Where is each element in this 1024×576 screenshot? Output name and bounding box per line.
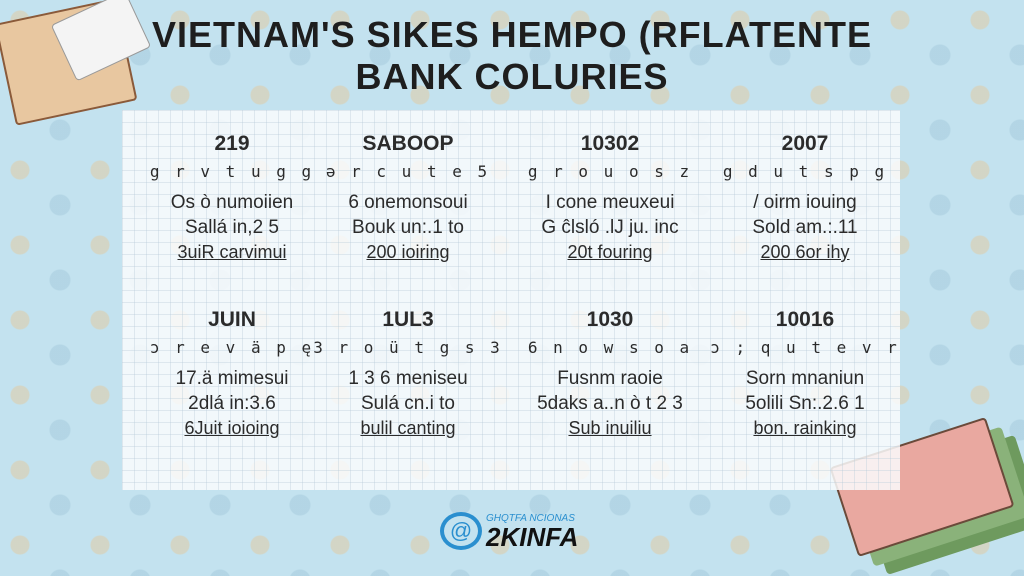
info-card: 219 g r v t u g g Os ò numoiien Sallá in,2 … [137,132,327,267]
card-heading: JUIN [208,308,256,331]
info-card: 1030 6 n o w s o a Fusnm raoie 5daks a..n ò… [515,308,705,443]
card-heading: 10016 [775,308,835,331]
card-squiggle: ɔ ; q u t e v r [710,338,900,357]
card-squiggle: 3 r o ü t g s 3 [313,338,503,357]
grid-panel [122,110,900,490]
card-line-2: G ĉlsló .lJ ju. inc [541,217,679,238]
card-link[interactable]: 6Juit ioioing [184,418,280,438]
card-line-1: 1 3 6 meniseu [348,368,468,389]
card-line-1: Fusnm raoie [557,368,663,389]
title-line-2: BANK COLURIES [355,56,669,97]
card-squiggle: ə r c u t e 5 [325,162,491,181]
card-heading: 2007 [781,132,829,155]
info-card: 10016 ɔ ; q u t e v r Sorn mnaniun 5olili S… [710,308,900,443]
card-line-2: Sold am.:.11 [752,217,858,238]
card-line-1: / oirm iouing [753,192,857,213]
swirl-at-icon: @ [440,512,482,550]
card-link[interactable]: 3uiR carvimui [177,242,287,262]
card-squiggle: g d u t s p g [722,162,888,181]
card-line-1: I cone meuxeui [545,192,675,213]
card-link[interactable]: 200 6or ihy [760,242,850,262]
card-line-2: 5olili Sn:.2.6 1 [745,393,865,414]
info-card: 1UL3 3 r o ü t g s 3 1 3 6 meniseu Sulá cn.… [313,308,503,443]
title-line-1: VIETNAM'S SIKES HEMPO (RFLATENTE [152,14,872,55]
card-heading: SABOOP [362,132,454,155]
card-heading: 1030 [586,308,634,331]
card-link[interactable]: bon. rainking [753,418,857,438]
info-card: 2007 g d u t s p g / oirm iouing Sold am.:.… [710,132,900,267]
card-line-2: Sulá cn.i to [361,393,455,414]
card-heading: 1UL3 [382,308,434,331]
card-link[interactable]: 20t fouring [567,242,653,262]
logo-name: 2KINFA [486,521,579,552]
info-card: JUIN ɔ r e v ä p ę 17.ä mimesui 2dlá in:3.6… [137,308,327,443]
card-line-2: Sallá in,2 5 [184,217,279,238]
card-link[interactable]: bulil canting [360,418,456,438]
card-line-2: 2dlá in:3.6 [188,393,276,414]
logo-subtitle: GHQTFA NCIONAS [486,512,575,524]
card-line-2: Bouk un:.1 to [352,217,464,238]
card-line-1: 17.ä mimesui [175,368,289,389]
card-squiggle: ɔ r e v ä p ę [149,338,315,357]
card-heading: 219 [214,132,250,155]
brand-logo: @ GHQTFA NCIONAS 2KINFA [440,512,578,550]
card-line-2: 5daks a..n ò t 2 3 [537,393,683,414]
card-squiggle: g r o u o s z [527,162,693,181]
card-heading: 10302 [580,132,640,155]
card-link[interactable]: Sub inuiliu [568,418,652,438]
card-link[interactable]: 200 ioiring [366,242,450,262]
card-line-1: Os ò numoiien [170,192,294,213]
info-card: SABOOP ə r c u t e 5 6 onemonsoui Bouk un:.… [313,132,503,267]
page-title: VIETNAM'S SIKES HEMPO (RFLATENTE BANK CO… [0,14,1024,98]
card-squiggle: 6 n o w s o a [527,338,693,357]
card-line-1: 6 onemonsoui [348,192,468,213]
info-card: 10302 g r o u o s z I cone meuxeui G ĉlsló … [515,132,705,267]
card-line-1: Sorn mnaniun [745,368,865,389]
card-squiggle: g r v t u g g [149,162,315,181]
